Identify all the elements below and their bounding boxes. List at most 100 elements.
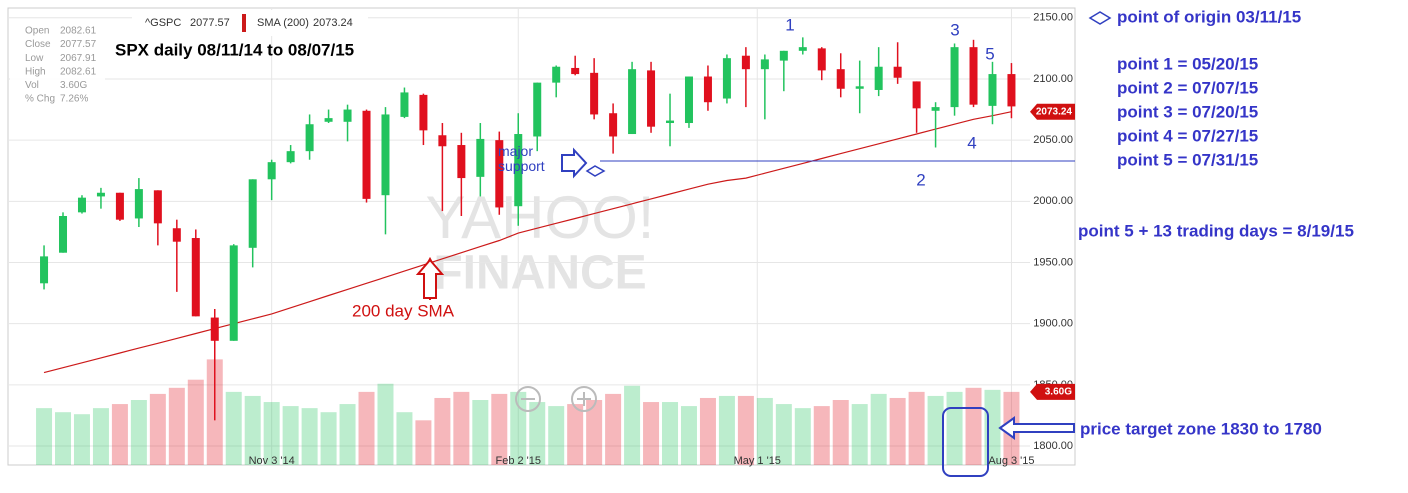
candle-body: [400, 92, 409, 117]
wave-label: 2: [916, 170, 925, 189]
volume-bar: [832, 400, 849, 465]
volume-bar: [529, 402, 546, 465]
info-label: High: [25, 66, 46, 77]
watermark-line: YAHOO!: [426, 184, 655, 251]
candle-body: [836, 69, 845, 89]
candle-body: [666, 120, 675, 124]
candle-body: [191, 238, 200, 317]
info-label: Vol: [25, 80, 39, 91]
diamond: [585, 165, 606, 177]
candle-body: [760, 59, 769, 70]
legend-box: [132, 10, 368, 36]
candle-body: [950, 47, 959, 108]
candle-body: [988, 74, 997, 106]
info-label: % Chg: [25, 94, 55, 105]
volume-bar: [225, 391, 242, 465]
price-layer: [40, 37, 1075, 421]
candle-body: [153, 190, 162, 224]
candle-body: [590, 72, 599, 115]
diamond: [1088, 11, 1112, 25]
candle-body: [115, 192, 124, 220]
candle-body: [514, 134, 523, 207]
candle-body: [893, 66, 902, 78]
volume-bar: [130, 400, 147, 465]
note: point 4 = 07/27/15: [1117, 126, 1258, 145]
volume-bar: [168, 387, 185, 465]
volume-bar: [794, 408, 811, 465]
volume-bar: [586, 400, 603, 465]
volume-bar: [301, 408, 318, 465]
x-tick-label: Nov 3 '14: [249, 455, 295, 467]
sma-annotation: 200 day SMA: [352, 301, 455, 320]
volume-bar: [624, 385, 641, 465]
candle-body: [381, 114, 390, 196]
note: point 2 = 07/07/15: [1117, 78, 1258, 97]
zoom-out[interactable]: [515, 386, 541, 412]
y-tick-label: 1950.00: [1033, 256, 1073, 268]
y-tick-label: 2150.00: [1033, 12, 1073, 24]
volume-bar: [680, 406, 697, 465]
candle-body: [40, 256, 49, 284]
info-value: 3.60G: [60, 80, 87, 91]
candle-body: [476, 138, 485, 177]
candle-body: [779, 50, 788, 61]
target-zone-box: [942, 407, 989, 477]
candle-body: [628, 69, 637, 135]
wave-label: 1: [785, 15, 794, 34]
volume-bar: [377, 383, 394, 465]
wave-label: 3: [950, 20, 959, 39]
candle-body: [305, 124, 314, 152]
volume-bar: [111, 404, 128, 465]
y-tick-label: 2000.00: [1033, 195, 1073, 207]
volume-bar: [548, 406, 565, 465]
candle-body: [267, 162, 276, 180]
volume-bar: [415, 420, 432, 465]
candle-body: [874, 66, 883, 90]
volume-tag: 3.60G: [1045, 387, 1072, 398]
volume-bar: [149, 393, 166, 465]
candle-body: [419, 94, 428, 131]
info-value: 7.26%: [60, 94, 88, 105]
y-tick-label: 1800.00: [1033, 440, 1073, 452]
volume-bar: [282, 406, 299, 465]
candle-body: [172, 228, 181, 242]
note: point 3 = 07/20/15: [1117, 102, 1258, 121]
candle-body: [248, 179, 257, 248]
volume-bar: [453, 391, 470, 465]
info-value: 2067.91: [60, 53, 97, 64]
volume-bar: [984, 389, 1001, 465]
legend-price-value: 2077.57: [190, 17, 230, 29]
candle-body: [229, 245, 238, 341]
info-label: Low: [25, 53, 44, 64]
note: price target zone 1830 to 1780: [1080, 419, 1322, 438]
info-value: 2077.57: [60, 39, 97, 50]
candle-body: [552, 66, 561, 83]
candle-body: [533, 82, 542, 137]
candle-body: [77, 197, 86, 213]
candle-body: [362, 110, 371, 199]
candle-body: [210, 317, 219, 341]
volume-layer: [36, 359, 1020, 465]
volume-bar: [965, 387, 982, 465]
note: point 5 + 13 trading days = 8/19/15: [1078, 221, 1354, 240]
volume-bar: [889, 397, 906, 465]
volume-bar: [737, 395, 754, 465]
volume-bar: [491, 393, 508, 465]
sma-line: [43, 111, 1012, 374]
info-value: 2082.61: [60, 66, 97, 77]
y-tick-label: 2050.00: [1033, 134, 1073, 146]
candle-body: [457, 145, 466, 179]
zoom-in[interactable]: [571, 386, 597, 412]
legend-swatch: [242, 14, 246, 32]
candle-body: [1007, 74, 1016, 107]
info-value: 2082.61: [60, 26, 97, 37]
candle-body: [134, 189, 143, 219]
volume-bar: [73, 414, 90, 465]
candle-body: [571, 67, 580, 75]
volume-bar: [946, 391, 963, 465]
support-text: support: [498, 158, 545, 174]
volume-bar: [643, 402, 660, 465]
volume-bar: [756, 397, 773, 465]
candle-body: [703, 76, 712, 103]
volume-bar: [813, 406, 830, 465]
